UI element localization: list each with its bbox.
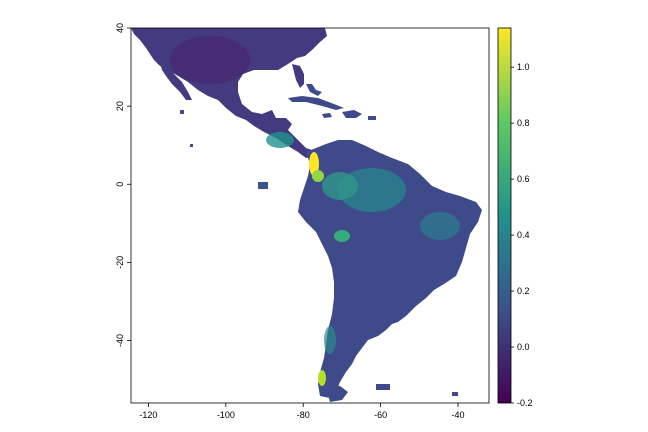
y-axis: 40 20 0 -20 -40 bbox=[115, 23, 131, 347]
andes-slope-values bbox=[334, 230, 350, 242]
colorbar-tick-label: 0.0 bbox=[517, 342, 530, 352]
galapagos-islands bbox=[258, 182, 268, 189]
y-tick-label: 0 bbox=[115, 182, 125, 187]
hispaniola bbox=[342, 110, 362, 118]
x-tick-label: -60 bbox=[374, 410, 387, 420]
plot-panel-frame bbox=[130, 27, 490, 404]
atlantic-forest-values bbox=[420, 212, 460, 240]
y-tick-label: -20 bbox=[115, 256, 125, 269]
tierra-del-fuego bbox=[326, 386, 348, 402]
cuba bbox=[288, 96, 344, 110]
colorbar-tick-label: 0.6 bbox=[517, 174, 530, 184]
colorbar-tick-label: 1.0 bbox=[517, 62, 530, 72]
y-tick-label: 40 bbox=[115, 23, 125, 33]
revillagigedo-island bbox=[180, 110, 184, 114]
x-tick-label: -40 bbox=[452, 410, 465, 420]
colorbar-tick-label: 0.8 bbox=[517, 118, 530, 128]
x-tick-label: -100 bbox=[217, 410, 235, 420]
central-america-values bbox=[266, 132, 294, 148]
y-tick-label: -40 bbox=[115, 334, 125, 347]
amazon-west-values bbox=[322, 172, 358, 200]
colorbar-legend: 1.0 0.8 0.6 0.4 0.2 0.0 -0.2 bbox=[497, 27, 533, 408]
colorbar-tick-label: 0.4 bbox=[517, 230, 530, 240]
bahamas bbox=[306, 84, 322, 96]
jamaica bbox=[322, 113, 332, 118]
florida bbox=[292, 64, 304, 88]
southern-andes-values bbox=[324, 326, 336, 354]
baja-california bbox=[160, 62, 192, 100]
x-axis: -120 -100 -80 -60 -40 bbox=[139, 403, 465, 420]
puerto-rico bbox=[368, 116, 376, 120]
x-tick-label: -120 bbox=[139, 410, 157, 420]
south-america-landmass bbox=[298, 140, 482, 398]
colombia-green-hotspot bbox=[312, 170, 324, 182]
colombia-yellow-hotspot bbox=[309, 152, 319, 176]
falkland-islands bbox=[376, 384, 390, 390]
mexico-low-values bbox=[170, 36, 250, 84]
south-georgia-island bbox=[452, 392, 458, 396]
colorbar-tick-label: -0.2 bbox=[517, 398, 533, 408]
clipperton-island bbox=[190, 144, 193, 147]
colorbar-ramp bbox=[497, 27, 512, 404]
land-raster bbox=[131, 28, 482, 402]
colorbar-tick-label: 0.2 bbox=[517, 286, 530, 296]
patagonia-hotspot bbox=[318, 370, 326, 386]
y-tick-label: 20 bbox=[115, 101, 125, 111]
colorbar-ticks: 1.0 0.8 0.6 0.4 0.2 0.0 -0.2 bbox=[511, 62, 533, 408]
x-tick-label: -80 bbox=[297, 410, 310, 420]
